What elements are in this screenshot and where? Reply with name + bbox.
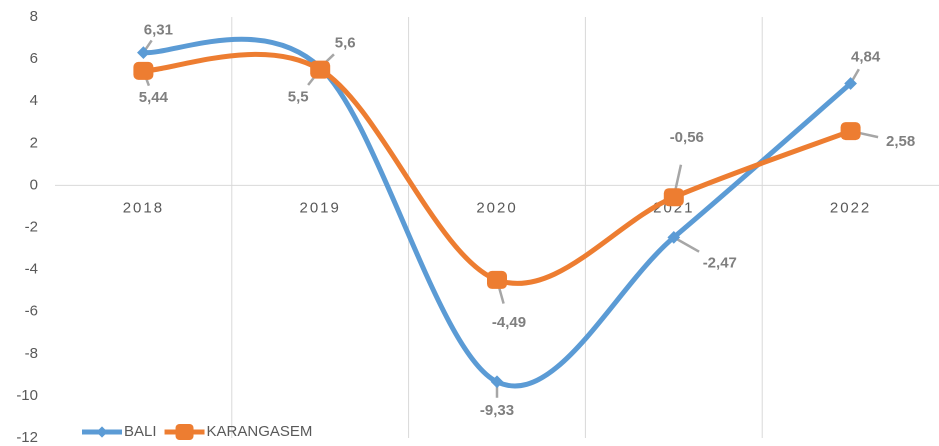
y-tick-label: -6 <box>25 303 38 320</box>
value-label: 5,5 <box>288 89 309 106</box>
value-label: -4,49 <box>492 314 526 331</box>
y-tick-label: -2 <box>25 218 38 235</box>
value-label: 4,84 <box>851 48 881 65</box>
value-label: -0,56 <box>670 129 704 146</box>
marker <box>137 46 150 59</box>
x-tick-label: 2022 <box>830 199 871 216</box>
y-tick-label: 2 <box>30 134 38 151</box>
y-tick-label: -12 <box>16 429 38 446</box>
x-tick-label: 2018 <box>123 199 164 216</box>
marker <box>310 60 331 79</box>
value-label: 2,58 <box>886 133 915 150</box>
y-tick-label: 4 <box>30 92 38 109</box>
legend-label: BALI <box>124 423 157 440</box>
marker <box>840 122 861 141</box>
legend-label: KARANGASEM <box>207 423 313 440</box>
value-label: -2,47 <box>703 254 737 271</box>
series-line <box>140 52 854 286</box>
y-tick-label: 0 <box>30 176 38 193</box>
y-tick-label: 6 <box>30 50 38 67</box>
y-tick-label: 8 <box>30 8 38 25</box>
y-tick-label: -4 <box>25 261 38 278</box>
marker <box>490 375 504 389</box>
y-tick-label: -10 <box>16 387 38 404</box>
value-label: 5,6 <box>335 34 356 51</box>
y-tick-label: -8 <box>25 345 38 362</box>
value-label: 6,31 <box>144 22 173 39</box>
marker <box>487 270 507 289</box>
value-label: 5,44 <box>139 89 169 106</box>
x-tick-label: 2020 <box>476 199 517 216</box>
marker <box>133 61 154 80</box>
marker <box>663 188 684 207</box>
legend-marker <box>96 426 108 438</box>
leader-line <box>673 236 700 253</box>
value-label: -9,33 <box>480 402 514 419</box>
legend-marker <box>175 424 194 440</box>
x-tick-label: 2019 <box>300 199 341 216</box>
